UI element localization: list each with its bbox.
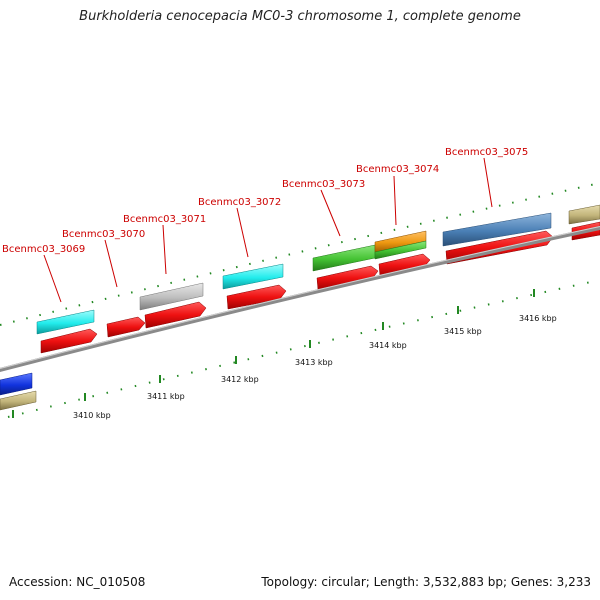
kbp-label: 3415 kbp — [444, 327, 482, 336]
cds-arrow — [226, 284, 287, 310]
genome-backbone — [0, 226, 600, 372]
feature-block-blue — [0, 372, 33, 396]
accession-text: Accession: NC_010508 — [9, 575, 146, 589]
feature-block-cyan — [222, 263, 284, 290]
kbp-label: 3413 kbp — [295, 358, 333, 367]
gene-label: Bcenmc03_3069 — [2, 244, 85, 255]
cds-arrow — [40, 328, 98, 354]
kbp-labels: 3410 kbp 3411 kbp 3412 kbp 3413 kbp 3414… — [73, 314, 557, 420]
feature-block-tan — [568, 204, 600, 225]
label-leader-lines — [43, 157, 493, 303]
upper-tick-track — [0, 182, 600, 326]
kbp-label: 3414 kbp — [369, 341, 407, 350]
kbp-major-ticks — [12, 289, 535, 418]
gene-label: Bcenmc03_3073 — [282, 179, 365, 190]
cds-arrow — [144, 301, 207, 329]
feature-blocks — [0, 204, 600, 411]
feature-block-tan — [0, 390, 37, 411]
lower-tick-track — [7, 279, 600, 418]
gene-label: Bcenmc03_3072 — [198, 197, 281, 208]
map-title: Burkholderia cenocepacia MC0-3 chromosom… — [79, 9, 521, 24]
cds-arrows — [40, 221, 600, 354]
feature-block-steelblue — [442, 212, 552, 247]
kbp-label: 3416 kbp — [519, 314, 557, 323]
feature-block-cyan — [36, 309, 95, 335]
gene-label: Bcenmc03_3071 — [123, 214, 206, 225]
kbp-label: 3410 kbp — [73, 411, 111, 420]
gene-label: Bcenmc03_3074 — [356, 164, 439, 175]
feature-block-gray — [139, 282, 204, 311]
gene-label: Bcenmc03_3070 — [62, 229, 145, 240]
cds-arrow — [106, 316, 146, 338]
gene-labels: Bcenmc03_3069 Bcenmc03_3070 Bcenmc03_307… — [2, 147, 528, 255]
gene-label: Bcenmc03_3075 — [445, 147, 528, 158]
kbp-label: 3412 kbp — [221, 375, 259, 384]
feature-block-green — [374, 240, 427, 260]
kbp-label: 3411 kbp — [147, 392, 185, 401]
cds-arrow — [316, 265, 379, 291]
genome-summary-text: Topology: circular; Length: 3,532,883 bp… — [261, 575, 591, 589]
